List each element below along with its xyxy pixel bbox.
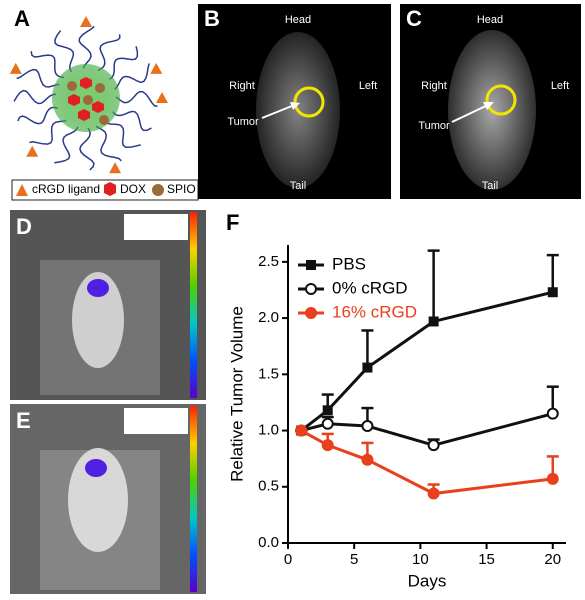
mri-label: Right xyxy=(229,80,255,92)
polymer-arm xyxy=(17,106,58,125)
polymer-arm xyxy=(16,68,60,88)
polymer-arm xyxy=(97,34,121,72)
mri-label: Tumor xyxy=(418,120,450,132)
marker xyxy=(306,260,316,270)
polymer-arm xyxy=(115,90,158,108)
y-tick-label: 1.5 xyxy=(258,365,279,382)
marker xyxy=(427,439,440,452)
polymer-arm xyxy=(79,127,95,171)
polymer-arm xyxy=(95,125,122,162)
legend-label: PBS xyxy=(332,254,366,273)
marker xyxy=(322,405,333,416)
polymer-arm xyxy=(54,30,75,73)
mouse xyxy=(72,272,124,368)
marker xyxy=(428,316,439,327)
mouse xyxy=(68,448,128,552)
polymer-arm xyxy=(30,51,65,79)
marker xyxy=(295,424,308,437)
ligand xyxy=(26,145,39,157)
y-tick-label: 2.0 xyxy=(258,309,279,326)
polymer-arm xyxy=(104,120,141,149)
y-tick-label: 1.0 xyxy=(258,422,279,439)
marker xyxy=(321,417,334,430)
y-axis-label: Relative Tumor Volume xyxy=(227,306,246,482)
legend-label: 16% cRGD xyxy=(332,302,417,321)
y-tick-label: 0.5 xyxy=(258,478,279,495)
mri-label: Right xyxy=(421,80,447,92)
x-tick-label: 20 xyxy=(544,551,561,568)
marker xyxy=(362,362,373,373)
tumor-volume-chart: 0.0 0.5 1.0 1.5 2.0 2.5 0 5 10 15 20 Days Relative T… xyxy=(227,245,566,590)
marker xyxy=(427,487,440,500)
info-box xyxy=(124,408,188,434)
polymer-arm xyxy=(114,63,150,90)
legend-label: 0% cRGD xyxy=(332,278,408,297)
payload xyxy=(67,77,109,125)
x-tick-label: 0 xyxy=(284,551,292,568)
tumor-signal xyxy=(87,279,109,297)
x-tick-label: 10 xyxy=(412,551,429,568)
marker xyxy=(321,439,334,452)
arrowhead xyxy=(483,102,494,110)
panel-label: C xyxy=(406,6,422,31)
mri-label: Left xyxy=(359,80,377,92)
polymer-arm xyxy=(78,25,95,69)
tumor-signal xyxy=(85,459,107,477)
info-box xyxy=(124,214,188,240)
ligand xyxy=(156,92,168,103)
ligand xyxy=(109,162,122,174)
a-legend-item: cRGD ligand xyxy=(32,182,100,196)
panel-label: A xyxy=(14,6,30,31)
ligand xyxy=(80,16,92,27)
polymer-arm xyxy=(13,89,57,105)
polymer-arm xyxy=(54,126,79,164)
marker xyxy=(305,307,317,319)
marker xyxy=(305,283,317,295)
marker xyxy=(546,472,559,485)
x-tick-label: 5 xyxy=(350,551,358,568)
ligand xyxy=(150,62,163,74)
colorbar xyxy=(190,406,197,592)
ligand xyxy=(9,62,22,74)
polymer-arm xyxy=(108,46,139,80)
mri-label: Tumor xyxy=(227,116,259,128)
panel-label: D xyxy=(16,214,32,239)
a-legend-item: SPIO xyxy=(167,182,196,196)
x-axis-label: Days xyxy=(408,571,447,590)
tumor-circle xyxy=(293,86,325,118)
mri-label: Left xyxy=(551,80,569,92)
marker xyxy=(361,420,374,433)
series-line xyxy=(300,412,554,447)
panel-label: E xyxy=(16,408,31,433)
arrow xyxy=(261,103,298,119)
tumor-circle xyxy=(485,84,517,116)
panel-label: B xyxy=(204,6,220,31)
mri-label: Tail xyxy=(290,180,307,192)
mri-label: Head xyxy=(477,14,503,26)
mri-label: Tail xyxy=(482,180,499,192)
dox-icon xyxy=(104,182,116,196)
arrowhead xyxy=(290,102,300,110)
ligand-icon xyxy=(16,184,28,196)
polymer-arm xyxy=(29,119,67,145)
nanoparticle-schematic xyxy=(9,16,168,174)
y-tick-label: 0.0 xyxy=(258,534,279,551)
marker xyxy=(547,287,558,298)
mri-label: Head xyxy=(285,14,311,26)
marker xyxy=(546,407,559,420)
arrow xyxy=(451,103,491,123)
spio-icon xyxy=(152,184,164,196)
y-tick-label: 2.5 xyxy=(258,253,279,270)
x-tick-label: 15 xyxy=(478,551,495,568)
a-legend-item: DOX xyxy=(120,182,146,196)
marker xyxy=(361,453,374,466)
polymer-arm xyxy=(112,110,152,132)
colorbar xyxy=(190,212,197,398)
series-line xyxy=(300,429,553,496)
panel-label: F xyxy=(226,210,239,235)
